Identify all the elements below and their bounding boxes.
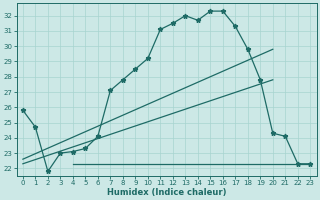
X-axis label: Humidex (Indice chaleur): Humidex (Indice chaleur) — [107, 188, 226, 197]
